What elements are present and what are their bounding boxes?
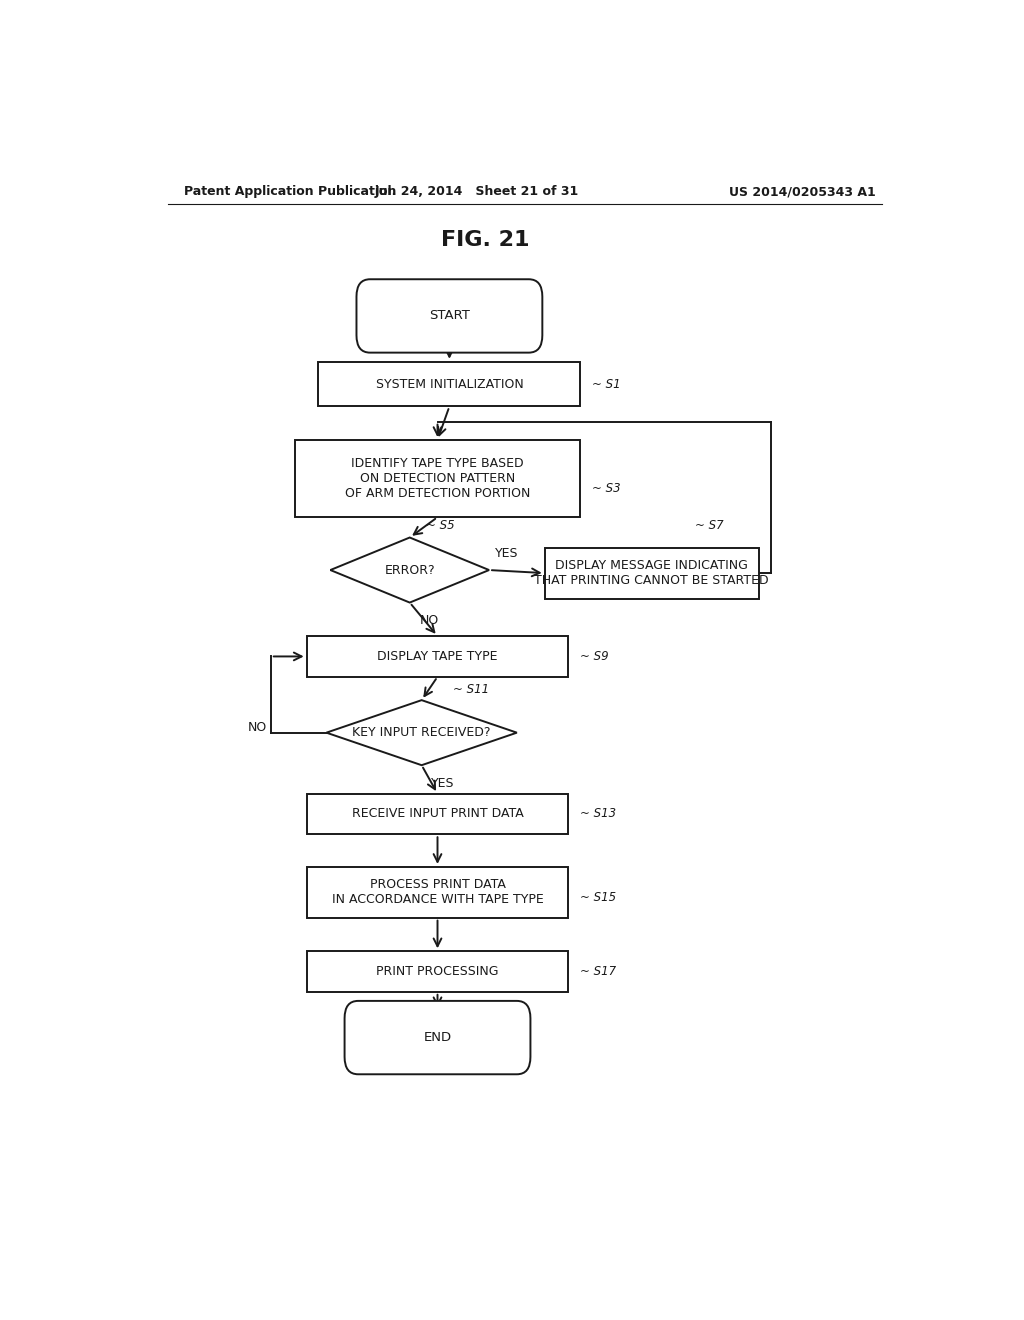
FancyBboxPatch shape — [344, 1001, 530, 1074]
Polygon shape — [331, 537, 489, 602]
Text: ~ S17: ~ S17 — [581, 965, 616, 978]
Bar — [306, 952, 568, 991]
Bar — [306, 793, 568, 834]
Text: NO: NO — [248, 721, 267, 734]
Text: ~ S7: ~ S7 — [695, 519, 724, 532]
Text: PRINT PROCESSING: PRINT PROCESSING — [376, 965, 499, 978]
FancyBboxPatch shape — [356, 280, 543, 352]
Text: US 2014/0205343 A1: US 2014/0205343 A1 — [729, 185, 876, 198]
Text: ~ S13: ~ S13 — [581, 808, 616, 821]
Text: DISPLAY TAPE TYPE: DISPLAY TAPE TYPE — [377, 649, 498, 663]
Text: FIG. 21: FIG. 21 — [441, 230, 529, 249]
Text: KEY INPUT RECEIVED?: KEY INPUT RECEIVED? — [352, 726, 490, 739]
Bar — [318, 362, 581, 407]
Bar — [295, 440, 581, 517]
Bar — [306, 867, 568, 917]
Text: ERROR?: ERROR? — [384, 564, 435, 577]
Polygon shape — [327, 700, 517, 766]
Text: ~ S15: ~ S15 — [581, 891, 616, 904]
Text: ~ S11: ~ S11 — [454, 684, 489, 697]
Text: Patent Application Publication: Patent Application Publication — [183, 185, 396, 198]
Text: YES: YES — [496, 546, 519, 560]
Text: YES: YES — [431, 777, 455, 789]
Text: Jul. 24, 2014   Sheet 21 of 31: Jul. 24, 2014 Sheet 21 of 31 — [375, 185, 580, 198]
Text: NO: NO — [419, 614, 438, 627]
Text: END: END — [424, 1031, 452, 1044]
Text: DISPLAY MESSAGE INDICATING
THAT PRINTING CANNOT BE STARTED: DISPLAY MESSAGE INDICATING THAT PRINTING… — [535, 560, 769, 587]
Text: PROCESS PRINT DATA
IN ACCORDANCE WITH TAPE TYPE: PROCESS PRINT DATA IN ACCORDANCE WITH TA… — [332, 878, 544, 907]
Text: ~ S1: ~ S1 — [592, 378, 621, 391]
Bar — [306, 636, 568, 677]
Text: RECEIVE INPUT PRINT DATA: RECEIVE INPUT PRINT DATA — [351, 808, 523, 821]
Text: ~ S9: ~ S9 — [581, 649, 609, 663]
Text: IDENTIFY TAPE TYPE BASED
ON DETECTION PATTERN
OF ARM DETECTION PORTION: IDENTIFY TAPE TYPE BASED ON DETECTION PA… — [345, 457, 530, 500]
Bar — [545, 548, 759, 598]
Text: START: START — [429, 309, 470, 322]
Text: ~ S3: ~ S3 — [592, 482, 621, 495]
Text: ~ S5: ~ S5 — [426, 519, 455, 532]
Text: SYSTEM INITIALIZATION: SYSTEM INITIALIZATION — [376, 378, 523, 391]
